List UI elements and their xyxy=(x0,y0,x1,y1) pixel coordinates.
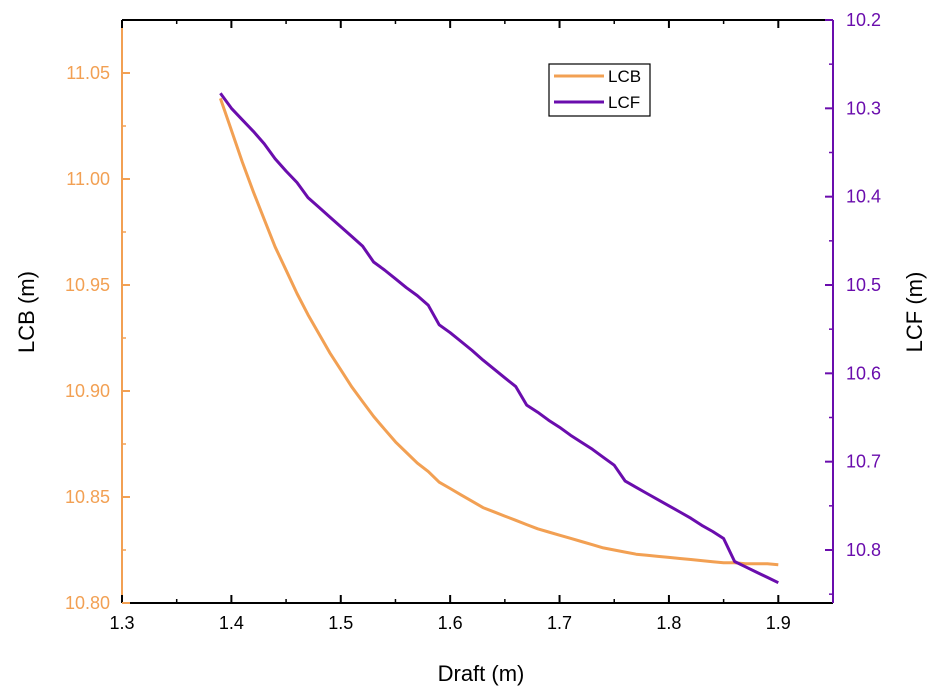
series-line-lcb xyxy=(218,97,779,567)
left-y-axis-title: LCB (m) xyxy=(14,271,39,353)
legend-label-lcf: LCF xyxy=(608,93,640,112)
legend: LCB LCF xyxy=(548,63,651,117)
right-y-axis-title: LCF (m) xyxy=(902,272,927,353)
right-y-tick-label: 10.4 xyxy=(846,187,881,207)
x-tick-label: 1.8 xyxy=(656,613,681,633)
x-tick-label: 1.9 xyxy=(766,613,791,633)
left-y-tick-label: 11.05 xyxy=(66,63,110,83)
x-tick-label: 1.6 xyxy=(438,613,463,633)
left-y-tick-label: 10.80 xyxy=(65,593,110,613)
legend-label-lcb: LCB xyxy=(608,67,641,86)
left-y-tick-label: 11.00 xyxy=(66,169,110,189)
right-y-tick-label: 10.2 xyxy=(846,10,881,30)
axes: 1.3 1.4 1.5 1.6 1.7 1.8 1.9 10.80 10.85 10.90 10.9… xyxy=(65,10,881,633)
right-y-tick-label: 10.8 xyxy=(846,540,881,560)
right-y-tick-label: 10.7 xyxy=(846,452,881,472)
x-tick-label: 1.5 xyxy=(328,613,353,633)
left-y-tick-label: 10.85 xyxy=(65,487,110,507)
right-y-tick-label: 10.3 xyxy=(846,98,881,118)
left-y-tick-label: 10.90 xyxy=(65,381,110,401)
right-y-tick-label: 10.6 xyxy=(846,363,881,383)
legend-box xyxy=(548,63,651,117)
x-axis-title: Draft (m) xyxy=(438,661,525,686)
plot-lines xyxy=(218,92,779,585)
x-tick-label: 1.7 xyxy=(547,613,572,633)
x-tick-label: 1.3 xyxy=(109,613,134,633)
left-y-tick-label: 10.95 xyxy=(65,275,110,295)
series-line-lcf xyxy=(219,92,779,585)
right-y-tick-label: 10.5 xyxy=(846,275,881,295)
x-tick-label: 1.4 xyxy=(219,613,244,633)
